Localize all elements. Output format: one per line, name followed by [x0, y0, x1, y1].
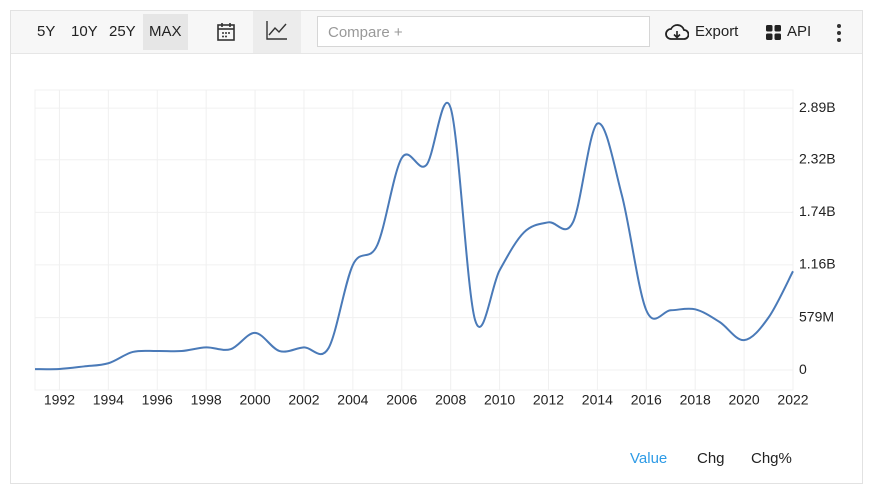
widget: 5Y 10Y 25Y MAX Compare + Export API — [10, 10, 863, 484]
x-tick-label: 2004 — [337, 392, 368, 408]
x-tick-label: 1992 — [44, 392, 75, 408]
toolbar: 5Y 10Y 25Y MAX Compare + Export API — [11, 11, 862, 54]
range-button[interactable]: 25Y — [109, 23, 136, 40]
x-tick-label: 2014 — [582, 392, 613, 408]
tab[interactable]: Value — [630, 450, 668, 467]
range-button[interactable]: 10Y — [71, 23, 98, 40]
x-tick-label: 2008 — [435, 392, 466, 408]
range-button[interactable]: 5Y — [37, 23, 56, 40]
x-tick-label: 2020 — [729, 392, 760, 408]
y-tick-label: 2.32B — [799, 150, 836, 166]
y-tick-label: 1.16B — [799, 256, 836, 272]
x-tick-label: 2022 — [777, 392, 808, 408]
x-tick-label: 2016 — [631, 392, 662, 408]
cloud-icon — [665, 24, 689, 40]
calendar-icon[interactable] — [215, 21, 237, 43]
tab[interactable]: Chg% — [751, 450, 792, 467]
more-icon[interactable] — [835, 23, 843, 43]
x-tick-label: 1998 — [191, 392, 222, 408]
x-tick-label: 2006 — [386, 392, 417, 408]
data-line — [34, 101, 794, 371]
api-button[interactable]: API — [787, 23, 812, 40]
x-tick-label: 1996 — [142, 392, 173, 408]
range-button[interactable]: MAX — [143, 14, 188, 50]
export-button[interactable]: Export — [695, 23, 739, 40]
y-tick-label: 1.74B — [799, 203, 836, 219]
y-tick-label: 0 — [799, 361, 807, 377]
x-tick-label: 1994 — [93, 392, 124, 408]
x-tick-label: 2010 — [484, 392, 515, 408]
line-chart-icon — [266, 21, 287, 40]
api-icon — [766, 25, 781, 40]
y-tick-label: 2.89B — [799, 99, 836, 115]
y-tick-label: 579M — [799, 308, 834, 324]
compare-input[interactable]: Compare + — [317, 16, 650, 47]
chart-type-button[interactable] — [253, 11, 301, 53]
plot-area — [34, 89, 794, 391]
tab[interactable]: Chg — [697, 450, 725, 467]
x-tick-label: 2000 — [239, 392, 270, 408]
x-tick-label: 2002 — [288, 392, 319, 408]
x-tick-label: 2012 — [533, 392, 564, 408]
x-tick-label: 2018 — [680, 392, 711, 408]
